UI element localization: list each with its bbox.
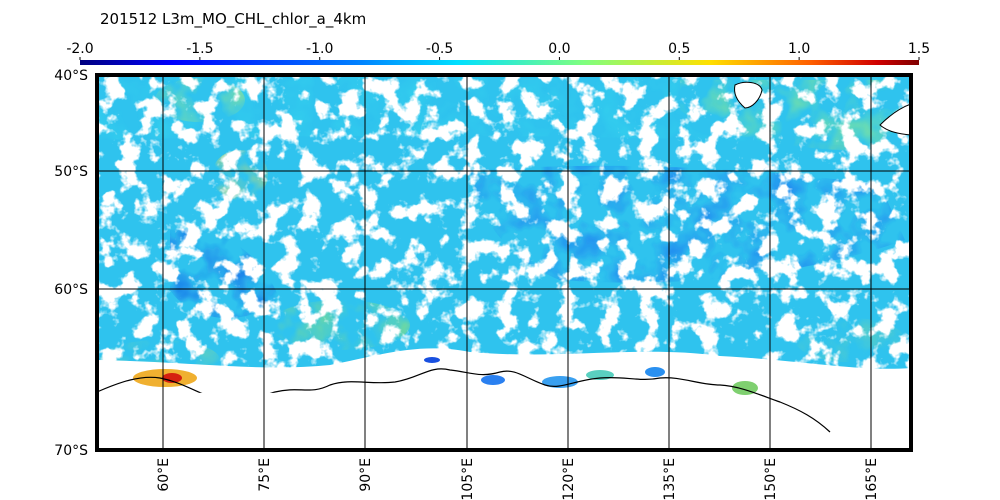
colorbar-tick-label: 1.5	[908, 41, 930, 57]
antarctic-land	[97, 392, 330, 450]
longitude-label: 165°E	[864, 458, 880, 500]
colorbar-tick-label: 0.0	[548, 41, 570, 57]
new-zealand-land	[879, 103, 911, 136]
longitude-label: 75°E	[257, 458, 273, 492]
longitude-label: 135°E	[662, 458, 678, 500]
figure-title: 201512 L3m_MO_CHL_chlor_a_4km	[100, 10, 366, 29]
longitude-label: 120°E	[561, 458, 577, 500]
longitude-labels: 60°E 75°E 90°E 105°E 120°E 135°E 150°E 165°E	[156, 458, 880, 500]
longitude-label: 105°E	[460, 458, 476, 500]
colorbar-tick-label: -1.5	[186, 41, 213, 57]
coastal-patch-3	[481, 375, 505, 385]
coastal-patch-6	[645, 367, 665, 377]
colorbar-tick-label: -2.0	[66, 41, 93, 57]
colorbar-tick-label: -1.0	[306, 41, 333, 57]
longitude-label: 60°E	[156, 458, 172, 492]
latitude-label: 40°S	[54, 68, 88, 84]
latitude-label: 70°S	[54, 443, 88, 459]
coastal-bloom-1-core	[162, 373, 182, 383]
latitude-label: 60°S	[54, 282, 88, 298]
longitude-label: 90°E	[358, 458, 374, 492]
latitude-labels: 40°S 50°S 60°S 70°S	[54, 68, 88, 459]
tasmania-land	[734, 81, 763, 109]
colorbar	[80, 60, 919, 65]
colorbar-tick-label: 0.5	[668, 41, 690, 57]
ice-edge-no-data	[97, 348, 911, 450]
coastal-patch-4	[542, 376, 578, 388]
map-area	[97, 75, 911, 450]
longitude-label: 150°E	[763, 458, 779, 500]
latitude-label: 50°S	[54, 164, 88, 180]
map-frame	[95, 73, 913, 452]
coastal-patch-8	[424, 357, 440, 363]
graticule	[97, 75, 911, 450]
colorbar-ticks: -2.0 -1.5 -1.0 -0.5 0.0 0.5 1.0 1.5	[66, 41, 930, 60]
no-data-gaps	[97, 75, 911, 375]
colorbar-tick-label: 1.0	[788, 41, 810, 57]
colorbar-tick-label: -0.5	[426, 41, 453, 57]
